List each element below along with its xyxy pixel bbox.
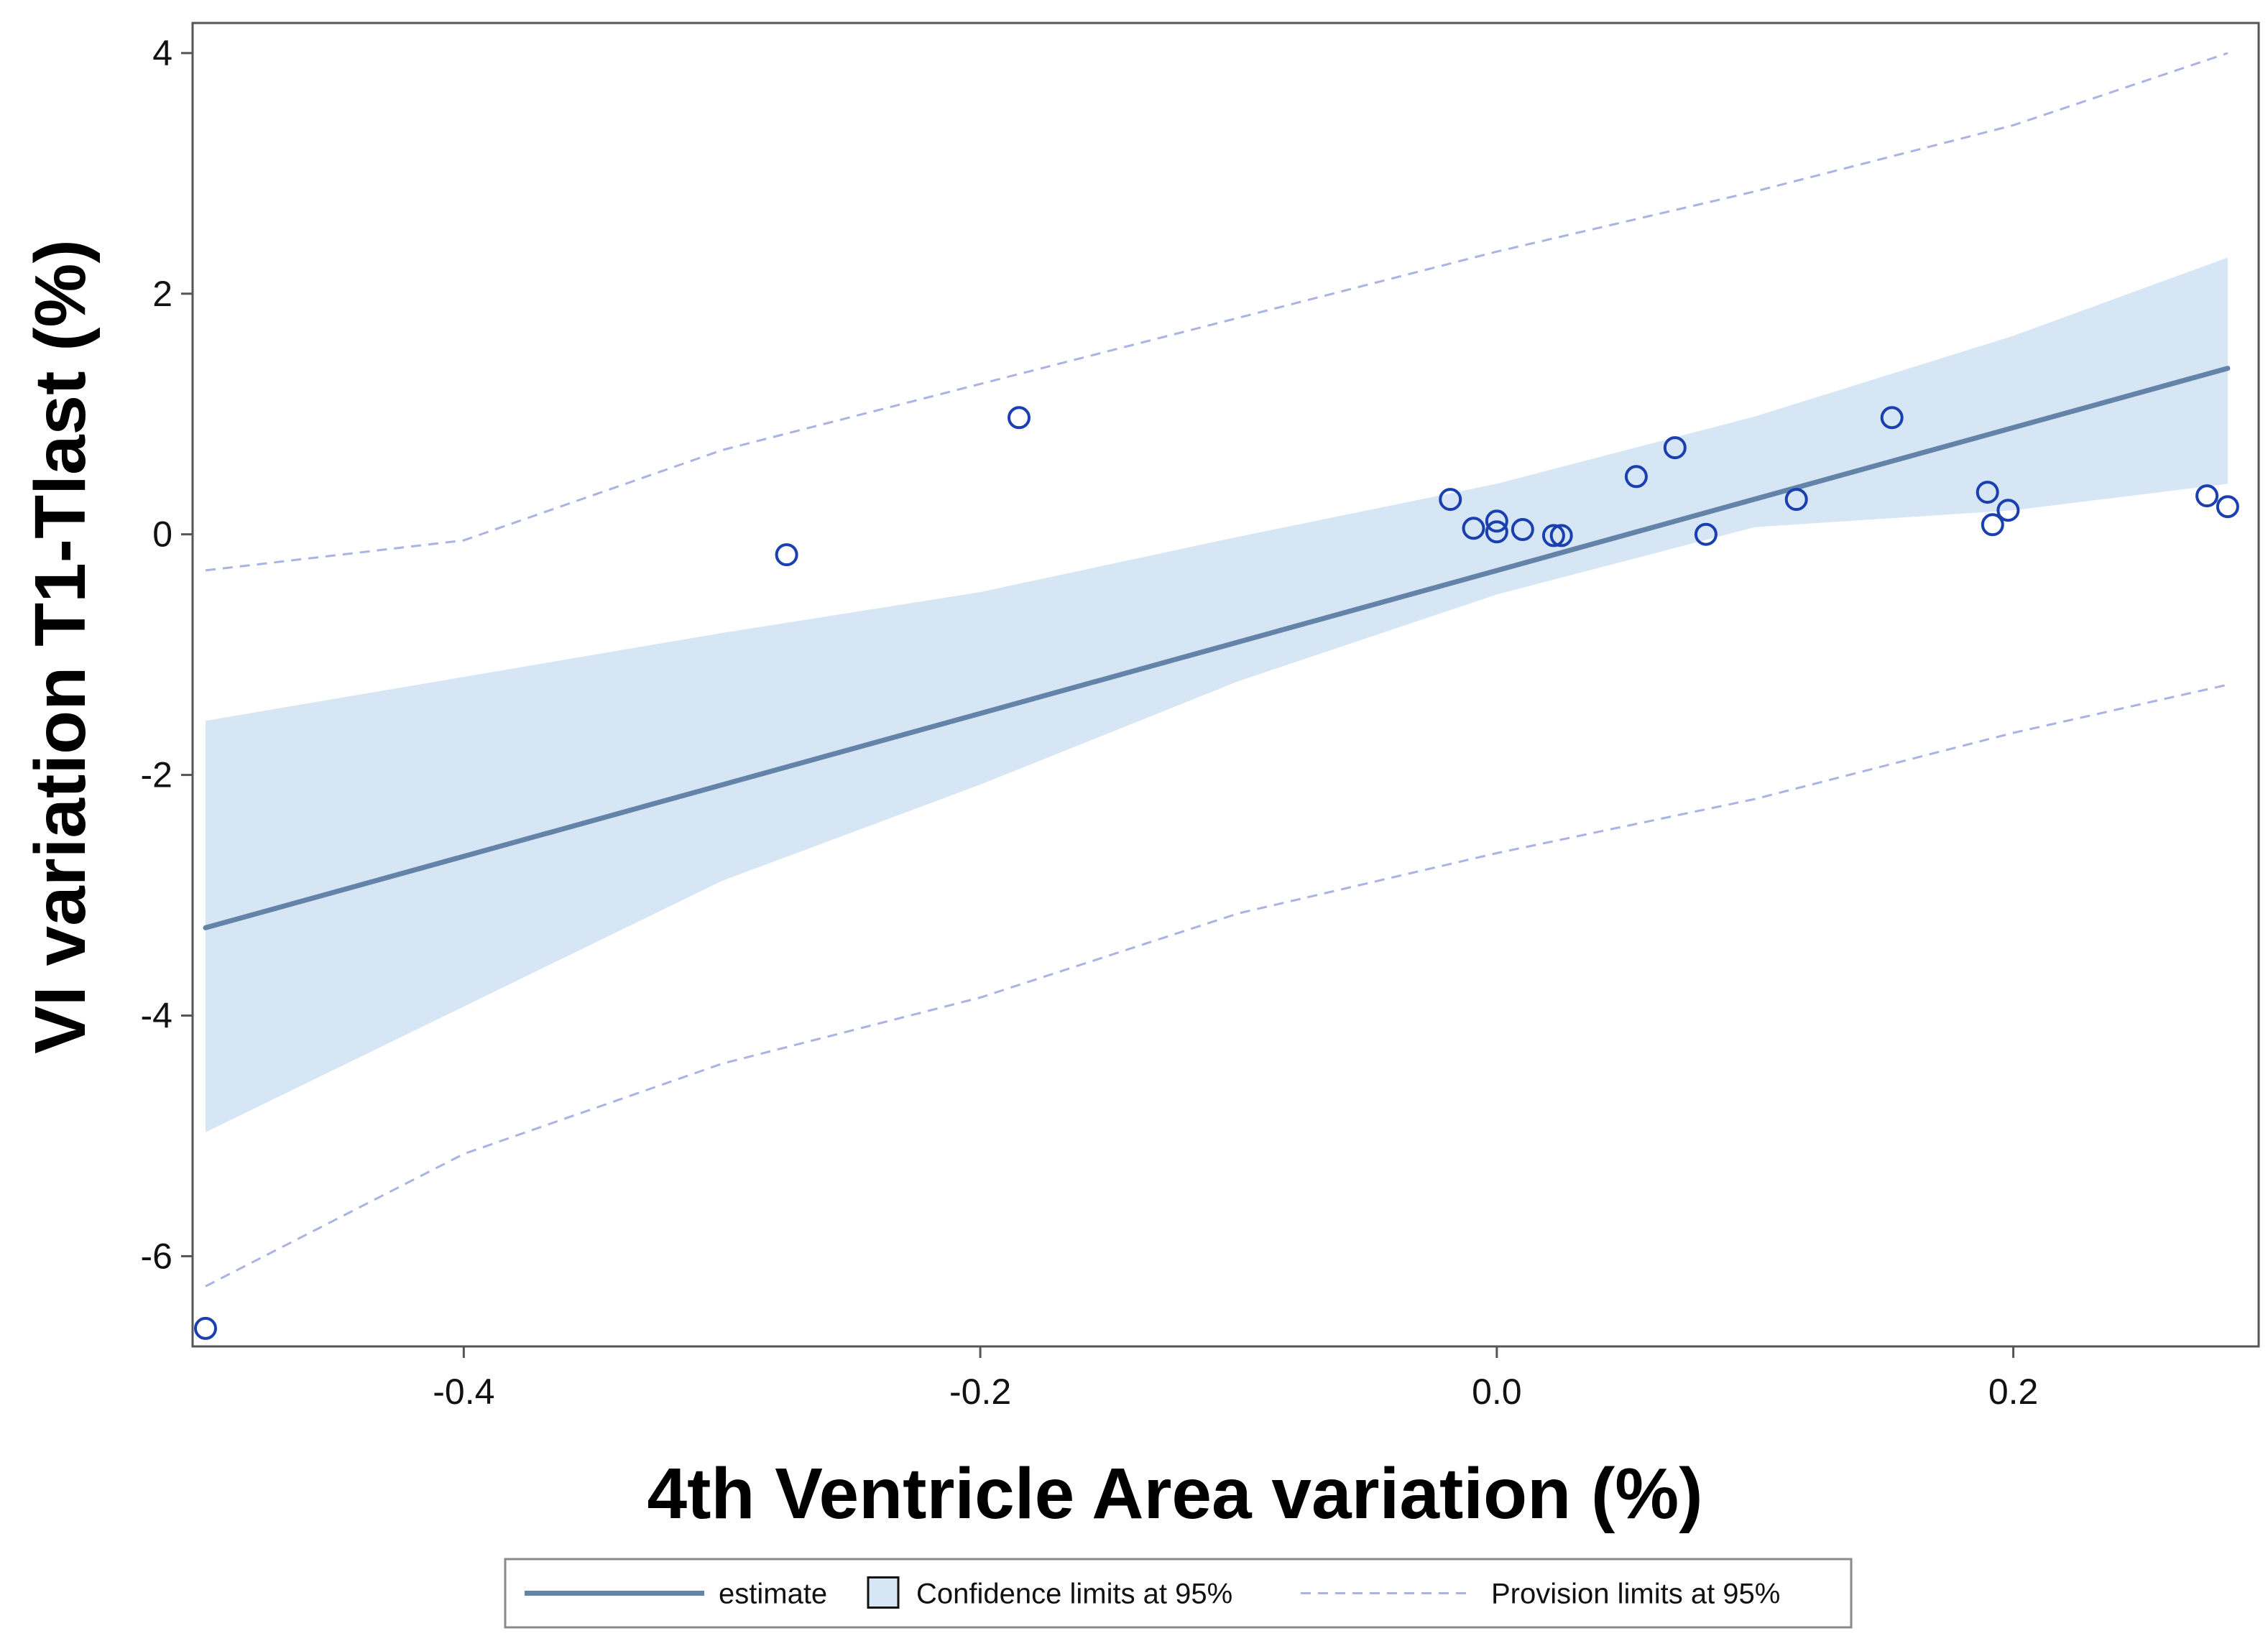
legend-provision-label: Provision limits at 95%: [1491, 1578, 1780, 1610]
data-point: [1485, 509, 1508, 533]
x-tick-label: -0.2: [949, 1372, 1011, 1412]
data-point: [775, 543, 798, 567]
data-point: [1624, 465, 1648, 489]
data-point: [1008, 406, 1031, 430]
data-point: [1439, 488, 1462, 512]
data-point: [1981, 513, 2004, 537]
legend-confidence-label: Confidence limits at 95%: [916, 1578, 1232, 1610]
y-tick-label: -2: [141, 755, 172, 795]
data-point: [1976, 481, 1999, 504]
data-point: [1462, 517, 1485, 540]
data-point: [1996, 499, 2020, 522]
estimate-line: [203, 366, 2231, 930]
legend-confidence-swatch: [867, 1576, 900, 1609]
y-tick-label: 4: [152, 33, 172, 73]
data-point: [1880, 406, 1904, 430]
x-tick-label: 0.0: [1472, 1372, 1522, 1412]
y-axis-title: VI variation T1-Tlast (%): [20, 239, 101, 1054]
y-tick-label: -6: [141, 1236, 172, 1276]
data-point: [1485, 520, 1508, 544]
confidence-band: [206, 257, 2228, 1132]
provision-limit-lower: [205, 683, 2228, 1288]
data-point: [1541, 524, 1565, 547]
legend-frame: [504, 1558, 1853, 1629]
data-point: [2216, 495, 2239, 519]
plot-frame: [191, 22, 2260, 1348]
data-point: [1784, 488, 1808, 512]
y-tick-label: 2: [152, 274, 172, 314]
data-point: [1663, 436, 1687, 460]
y-tick-label: 0: [152, 514, 172, 555]
axis-ticks: -6 -4 -2 0 2 4 -0.4 -0.2 0.0 0.2: [141, 33, 2039, 1412]
plot-area: [194, 52, 2239, 1340]
data-point: [1511, 518, 1534, 541]
provision-limit-upper: [205, 52, 2228, 572]
legend-estimate-label: estimate: [719, 1578, 827, 1610]
legend: estimate Confidence limits at 95% Provisio…: [504, 1558, 1853, 1629]
data-point: [2195, 484, 2219, 508]
data-point: [1549, 524, 1573, 547]
data-point: [1694, 522, 1718, 546]
y-tick-label: -4: [141, 996, 172, 1036]
x-tick-label: -0.4: [433, 1372, 494, 1412]
x-axis-title: 4th Ventricle Area variation (%): [647, 1453, 1703, 1534]
x-tick-label: 0.2: [1988, 1372, 2039, 1412]
data-point: [194, 1316, 217, 1340]
